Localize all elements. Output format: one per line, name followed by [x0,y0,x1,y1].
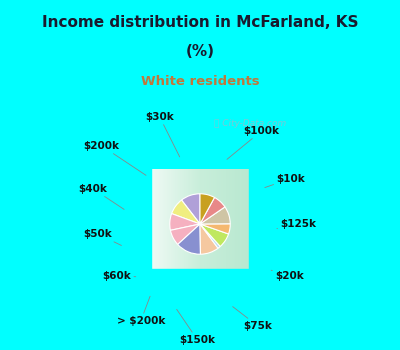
Bar [249,98,250,350]
Text: $125k: $125k [277,219,316,229]
Text: $75k: $75k [233,307,272,331]
Wedge shape [200,197,225,224]
Text: $10k: $10k [265,174,305,188]
Text: > $200k: > $200k [116,296,165,326]
Wedge shape [200,224,228,246]
Bar [74,269,326,270]
Bar [150,98,151,350]
Wedge shape [182,194,200,224]
Text: Income distribution in McFarland, KS: Income distribution in McFarland, KS [42,15,358,30]
Text: $200k: $200k [84,141,146,175]
Text: $150k: $150k [177,309,216,345]
Text: $20k: $20k [271,270,304,281]
Text: $60k: $60k [102,271,136,281]
Text: $40k: $40k [78,184,124,209]
Wedge shape [200,224,218,254]
Wedge shape [172,200,200,224]
Wedge shape [200,194,214,224]
Wedge shape [170,224,200,244]
Wedge shape [200,224,220,248]
Text: White residents: White residents [141,75,259,88]
Wedge shape [170,214,200,230]
Text: $30k: $30k [145,112,180,157]
Wedge shape [200,207,230,224]
Wedge shape [200,224,230,234]
Text: ⓘ City-Data.com: ⓘ City-Data.com [214,119,286,128]
Text: $50k: $50k [84,229,122,245]
Text: $100k: $100k [227,126,280,159]
Text: (%): (%) [186,44,214,59]
Wedge shape [178,224,200,254]
